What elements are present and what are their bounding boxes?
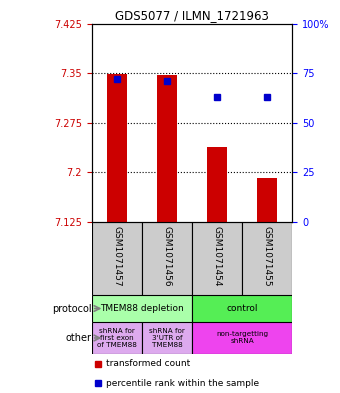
Bar [92,222,142,295]
Text: shRNA for
3'UTR of
TMEM88: shRNA for 3'UTR of TMEM88 [149,328,185,348]
Text: protocol: protocol [52,303,92,314]
Bar [192,295,292,322]
Bar [157,75,177,222]
Bar [142,222,192,295]
Text: percentile rank within the sample: percentile rank within the sample [106,379,259,387]
Text: GSM1071456: GSM1071456 [163,226,171,286]
Bar [207,147,227,222]
Text: GSM1071457: GSM1071457 [113,226,121,286]
Text: TMEM88 depletion: TMEM88 depletion [100,304,184,313]
Bar [142,322,192,354]
Text: non-targetting
shRNA: non-targetting shRNA [216,331,268,345]
Bar [92,295,192,322]
Bar [192,322,292,354]
Bar [107,74,127,222]
Bar [92,322,142,354]
Text: control: control [226,304,258,313]
Bar [257,178,277,222]
Bar [242,222,292,295]
Text: shRNA for
first exon
of TMEM88: shRNA for first exon of TMEM88 [97,328,137,348]
Title: GDS5077 / ILMN_1721963: GDS5077 / ILMN_1721963 [115,9,269,22]
Text: other: other [66,333,92,343]
Bar [192,222,242,295]
Text: GSM1071455: GSM1071455 [263,226,272,286]
Text: GSM1071454: GSM1071454 [213,226,222,286]
Text: transformed count: transformed count [106,359,190,368]
